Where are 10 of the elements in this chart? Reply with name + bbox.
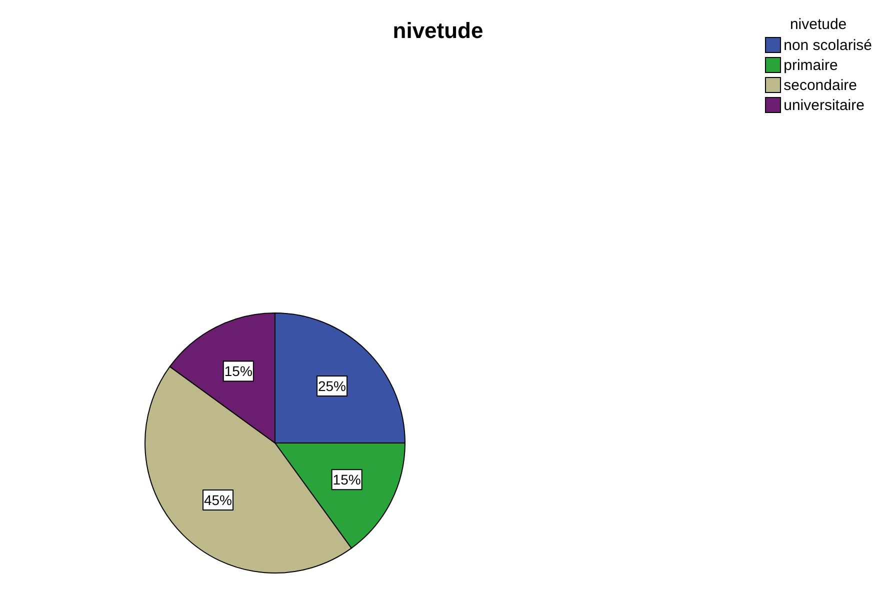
legend-label: secondaire [784, 76, 857, 94]
legend-label: primaire [784, 56, 838, 74]
chart-title: nivetude [392, 18, 484, 44]
data-label: 15% [224, 363, 252, 380]
legend-label: universitaire [784, 96, 864, 114]
data-label: 45% [204, 492, 232, 508]
legend-title: nivetude [788, 16, 848, 33]
legend-label: non scolarisé [784, 36, 872, 54]
data-label: 15% [332, 472, 361, 488]
data-label: 25% [318, 378, 346, 394]
